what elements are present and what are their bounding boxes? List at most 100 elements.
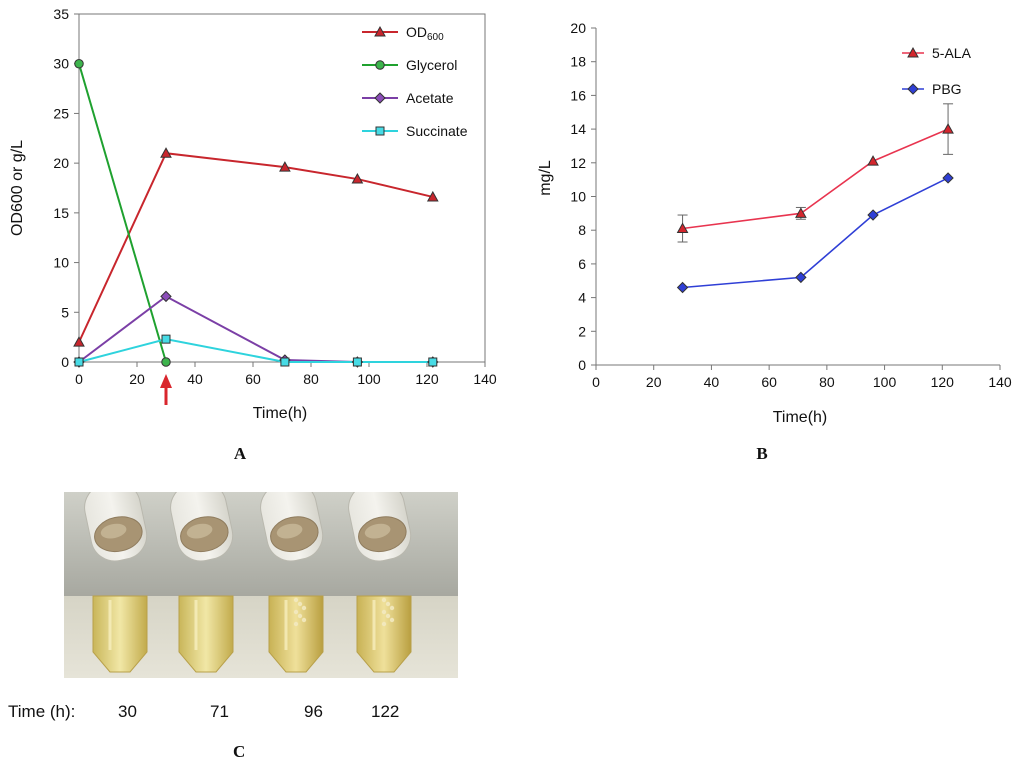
bubble	[381, 597, 387, 603]
tube-bottom	[356, 595, 412, 673]
tube-top	[84, 492, 148, 562]
data-point	[795, 271, 807, 284]
y-tick-label: 16	[570, 87, 586, 103]
data-point	[942, 172, 954, 184]
bubble	[297, 601, 303, 607]
x-tick-label: 120	[415, 371, 439, 387]
data-point	[942, 123, 954, 134]
bubble	[381, 609, 387, 615]
data-point	[73, 336, 85, 347]
bubble	[293, 609, 299, 615]
x-tick-label: 20	[129, 371, 145, 387]
tube-bottom	[92, 595, 148, 673]
time-label: 71	[210, 702, 229, 721]
legend-marker	[375, 126, 385, 136]
time-caption-label: Time (h):	[8, 702, 76, 721]
legend-marker	[375, 60, 385, 70]
bubble	[293, 597, 299, 603]
x-tick-label: 80	[819, 374, 835, 390]
x-tick-label: 140	[473, 371, 497, 387]
legend-marker	[907, 46, 919, 58]
data-point	[676, 281, 689, 294]
data-point	[352, 357, 362, 367]
legend-label: 5-ALA	[932, 45, 972, 61]
legend-marker	[374, 25, 386, 37]
data-point	[161, 334, 171, 344]
x-tick-label: 0	[592, 374, 600, 390]
x-tick-label: 40	[704, 374, 720, 390]
series-line-pbg	[682, 177, 949, 289]
data-point	[160, 290, 172, 303]
tube-top	[170, 492, 234, 562]
bubble	[389, 617, 395, 623]
tube-top	[348, 492, 412, 562]
y-tick-label: 0	[578, 357, 586, 373]
x-tick-label: 60	[761, 374, 777, 390]
legend-label: PBG	[932, 81, 962, 97]
data-point	[161, 357, 171, 367]
y-tick-label: 8	[578, 222, 586, 238]
data-point	[279, 161, 291, 172]
tube-top	[260, 492, 324, 562]
x-tick-label: 80	[303, 371, 319, 387]
time-label: 30	[118, 702, 137, 721]
legend-label: Acetate	[406, 90, 454, 106]
series-line-succinate	[78, 338, 433, 363]
arrow-annotation-head	[160, 374, 172, 388]
data-point	[426, 190, 439, 202]
x-tick-label: 100	[357, 371, 381, 387]
series-line-5-ala	[682, 128, 949, 230]
x-tick-label: 40	[187, 371, 203, 387]
tube-bottom	[268, 595, 324, 673]
y-tick-label: 10	[570, 189, 586, 205]
series-line-acetate	[78, 295, 433, 363]
a-y-axis-label: OD600 or g/L	[9, 140, 26, 236]
time-label: 122	[371, 702, 400, 721]
panel-c: Time (h): 30 71 96 122 C	[0, 480, 520, 768]
bubble	[301, 605, 307, 611]
y-tick-label: 18	[570, 54, 586, 70]
panel-label-c: C	[233, 742, 246, 761]
legend-label: OD600	[406, 24, 444, 43]
a-x-axis-label: Time(h)	[253, 405, 308, 422]
panel-label-b: B	[756, 444, 767, 463]
legend-marker	[374, 92, 386, 104]
data-point	[160, 147, 172, 158]
x-tick-label: 60	[245, 371, 261, 387]
y-tick-label: 6	[578, 256, 586, 272]
y-tick-label: 4	[578, 290, 586, 306]
y-tick-label: 5	[61, 304, 69, 320]
y-tick-label: 30	[53, 56, 69, 72]
bubble	[293, 621, 299, 627]
y-tick-label: 15	[53, 205, 69, 221]
y-tick-label: 25	[53, 105, 69, 121]
bubble	[381, 621, 387, 627]
x-tick-label: 20	[646, 374, 662, 390]
y-tick-label: 20	[570, 20, 586, 36]
bubble	[297, 613, 303, 619]
bubble	[301, 617, 307, 623]
series-line-glycerol	[78, 63, 167, 363]
data-point	[280, 357, 290, 367]
chart-a: 0 20 40 60 80 100 120 140 0 5 10 15 20 25 30 35 OD600 Gl…	[9, 6, 497, 463]
b-x-axis-label: Time(h)	[773, 409, 828, 426]
tube-bottom	[178, 595, 234, 673]
bubble	[385, 601, 391, 607]
data-point	[74, 58, 84, 69]
legend-label: Succinate	[406, 123, 468, 139]
y-tick-label: 0	[61, 354, 69, 370]
data-point	[676, 222, 689, 234]
legend-marker	[907, 83, 919, 95]
data-point	[795, 207, 807, 218]
x-tick-label: 0	[75, 371, 83, 387]
data-point	[74, 357, 84, 367]
legend-label: Glycerol	[406, 57, 457, 73]
chart-b: 0 20 40 60 80 100 120 140 0 2 4 6 8 10 12 14 16 18 20 5-AL…	[537, 20, 1012, 463]
y-tick-label: 12	[570, 155, 586, 171]
y-tick-label: 35	[53, 6, 69, 22]
bubble	[389, 605, 395, 611]
y-tick-label: 2	[578, 323, 586, 339]
time-label: 96	[304, 702, 323, 721]
data-point	[867, 209, 879, 221]
y-tick-label: 14	[570, 121, 586, 137]
